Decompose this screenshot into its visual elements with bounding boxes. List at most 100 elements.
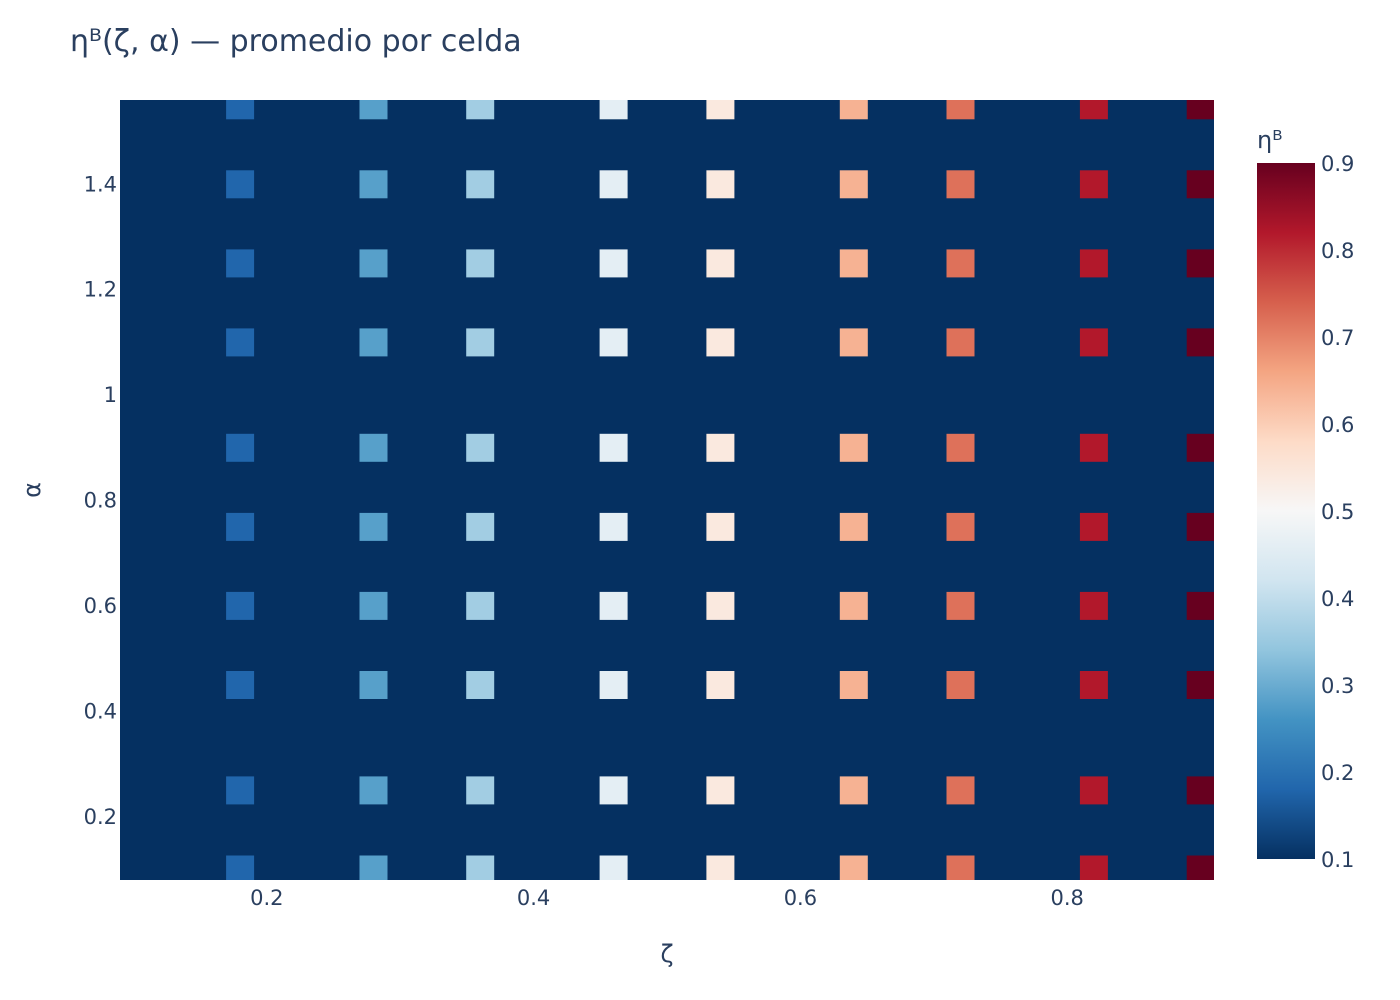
colorbar-ticks: 0.1 0.2 0.3 0.4 0.5 0.6 0.7 0.8 0.9: [1321, 152, 1354, 872]
heatmap-cell: [706, 328, 735, 357]
heatmap-cell: [226, 591, 255, 620]
heatmap-cell: [946, 671, 975, 699]
heatmap-cell: [599, 855, 628, 880]
heatmap-cells: [226, 100, 1214, 880]
heatmap-background: [120, 100, 1214, 880]
heatmap-cell: [1186, 512, 1214, 541]
colorbar-tick-label: 0.1: [1321, 848, 1354, 872]
heatmap-cell: [706, 512, 735, 541]
heatmap-cell: [226, 776, 255, 805]
heatmap-cell: [466, 433, 495, 462]
heatmap-cell: [1186, 170, 1214, 199]
heatmap-cell: [599, 433, 628, 462]
y-tick-label: 0.4: [84, 699, 117, 723]
heatmap-cell: [1079, 512, 1108, 541]
heatmap-cell: [1079, 328, 1108, 357]
heatmap-cell: [946, 170, 975, 199]
heatmap-cell: [359, 328, 388, 357]
heatmap-cell: [946, 855, 975, 880]
heatmap-cell: [359, 855, 388, 880]
heatmap-cell: [839, 433, 868, 462]
heatmap-cell: [1079, 249, 1108, 278]
x-axis-ticks: 0.2 0.4 0.6 0.8: [250, 886, 1084, 910]
x-tick-label: 0.6: [784, 886, 817, 910]
heatmap-cell: [839, 591, 868, 620]
chart-title: ηᴮ(ζ, α) — promedio por celda: [70, 24, 522, 59]
heatmap-cell: [359, 249, 388, 278]
y-axis-ticks: 0.2 0.4 0.6 0.8 1 1.2 1.4: [84, 172, 117, 829]
heatmap-cell: [1079, 433, 1108, 462]
heatmap-cell: [466, 249, 495, 278]
heatmap-cell: [706, 671, 735, 699]
heatmap-cell: [1079, 671, 1108, 699]
heatmap-cell: [1079, 855, 1108, 880]
heatmap-cell: [466, 591, 495, 620]
heatmap-cell: [466, 170, 495, 199]
colorbar: [1257, 163, 1315, 859]
heatmap-cell: [466, 512, 495, 541]
colorbar-tick-label: 0.7: [1321, 326, 1354, 350]
heatmap-cell: [359, 170, 388, 199]
heatmap-cell: [359, 671, 388, 699]
heatmap-cell: [706, 776, 735, 805]
heatmap-cell: [706, 591, 735, 620]
y-tick-label: 1: [104, 383, 117, 407]
heatmap-cell: [946, 249, 975, 278]
heatmap-cell: [226, 249, 255, 278]
heatmap-cell: [226, 433, 255, 462]
heatmap-cell: [706, 249, 735, 278]
heatmap-cell: [359, 776, 388, 805]
heatmap-cell: [1186, 328, 1214, 357]
heatmap-cell: [839, 328, 868, 357]
x-tick-label: 0.4: [517, 886, 550, 910]
y-tick-label: 0.8: [84, 489, 117, 513]
heatmap-cell: [466, 328, 495, 357]
y-tick-label: 0.6: [84, 594, 117, 618]
heatmap-cell: [839, 671, 868, 699]
colorbar-tick-label: 0.4: [1321, 587, 1354, 611]
heatmap-cell: [839, 776, 868, 805]
heatmap-cell: [599, 328, 628, 357]
heatmap-cell: [839, 855, 868, 880]
heatmap-cell: [226, 512, 255, 541]
colorbar-tick-label: 0.8: [1321, 239, 1354, 263]
heatmap-cell: [839, 100, 868, 120]
heatmap-cell: [1079, 776, 1108, 805]
heatmap-cell: [706, 100, 735, 120]
heatmap-cell: [226, 671, 255, 699]
heatmap-cell: [599, 100, 628, 120]
heatmap-cell: [1079, 100, 1108, 120]
y-tick-label: 0.2: [84, 805, 117, 829]
heatmap-cell: [946, 512, 975, 541]
heatmap-cell: [599, 671, 628, 699]
heatmap-cell: [1079, 170, 1108, 199]
x-tick-label: 0.8: [1050, 886, 1083, 910]
x-axis-label: ζ: [660, 940, 673, 968]
colorbar-tick-label: 0.5: [1321, 500, 1354, 524]
heatmap-cell: [599, 249, 628, 278]
heatmap-cell: [1186, 591, 1214, 620]
heatmap-cell: [1186, 433, 1214, 462]
heatmap-cell: [839, 249, 868, 278]
colorbar-tick-label: 0.6: [1321, 413, 1354, 437]
heatmap-cell: [359, 433, 388, 462]
x-tick-label: 0.2: [250, 886, 283, 910]
heatmap-cell: [1186, 855, 1214, 880]
heatmap-cell: [466, 100, 495, 120]
heatmap-cell: [706, 855, 735, 880]
heatmap-cell: [226, 855, 255, 880]
colorbar-tick-label: 0.2: [1321, 761, 1354, 785]
y-tick-label: 1.2: [84, 278, 117, 302]
heatmap-cell: [1186, 776, 1214, 805]
heatmap-cell: [599, 512, 628, 541]
heatmap-cell: [706, 433, 735, 462]
heatmap-cell: [839, 170, 868, 199]
colorbar-title: ηᴮ: [1257, 126, 1283, 154]
heatmap-cell: [1186, 671, 1214, 699]
y-tick-label: 1.4: [84, 172, 117, 196]
heatmap-cell: [466, 855, 495, 880]
heatmap-cell: [359, 512, 388, 541]
heatmap-cell: [359, 100, 388, 120]
heatmap-cell: [226, 100, 255, 120]
